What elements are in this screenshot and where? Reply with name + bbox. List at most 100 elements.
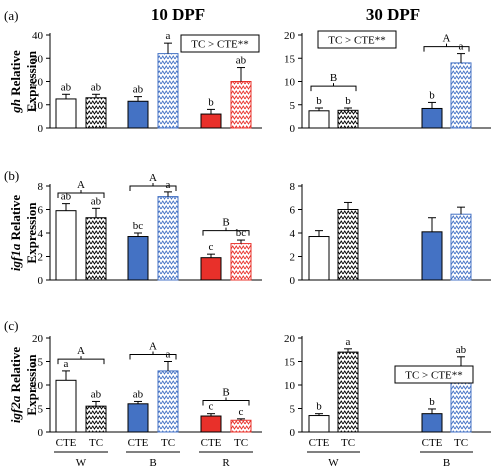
y-tick-label: 15 — [284, 53, 296, 65]
bar-B-CTE — [127, 236, 149, 281]
significance-letter: ab — [91, 81, 102, 93]
bar-B-CTE — [421, 413, 443, 433]
significance-letter: ab — [61, 81, 72, 93]
y-tick-label: 5 — [290, 404, 296, 416]
bar-W-TC — [85, 405, 107, 433]
bar-W-TC — [85, 217, 107, 281]
group-bracket — [310, 85, 357, 92]
group-bracket-label: A — [77, 345, 85, 357]
annotation-text: TC > CTE** — [191, 39, 249, 51]
bar-B-TC — [157, 196, 179, 281]
group-label: B — [443, 457, 450, 469]
bar-R-TC — [230, 419, 252, 433]
y-tick-label: 0 — [38, 123, 44, 135]
group-bracket-label: A — [149, 340, 157, 352]
y-tick-label: 8 — [290, 181, 296, 193]
x-tick-label: TC — [234, 437, 248, 449]
group-label: W — [76, 457, 87, 469]
bar-R-CTE — [200, 415, 222, 433]
significance-letter: a — [64, 358, 69, 370]
y-tick-label: 20 — [284, 30, 296, 42]
significance-letter: ab — [133, 388, 144, 400]
row-tag-a: (a) — [4, 8, 18, 23]
y-axis-label-gene: igf1a — [8, 240, 23, 271]
y-axis-label: gh Relative — [8, 50, 23, 114]
bar-W-CTE — [308, 415, 330, 433]
significance-letter: c — [209, 241, 214, 253]
group-bracket-label: A — [443, 33, 451, 45]
x-tick-label: TC — [161, 437, 175, 449]
bar-R-CTE — [200, 257, 222, 281]
y-axis-label-text: Relative — [8, 195, 23, 241]
bar-W-CTE — [55, 210, 77, 281]
bar-W-TC — [337, 109, 359, 129]
y-tick-label: 0 — [38, 275, 44, 287]
y-tick-label: 0 — [38, 427, 44, 439]
significance-letter: ab — [91, 195, 102, 207]
bar-B-TC — [157, 370, 179, 433]
significance-letter: a — [346, 336, 351, 348]
significance-letter: ab — [133, 84, 144, 96]
bar-B-CTE — [421, 107, 443, 129]
bar-B-CTE — [127, 100, 149, 129]
y-tick-label: 6 — [290, 205, 296, 217]
y-tick-label: 0 — [290, 427, 296, 439]
group-bracket-label: B — [222, 217, 229, 229]
x-tick-label: CTE — [128, 437, 149, 449]
annotation-text: TC > CTE** — [405, 370, 463, 382]
significance-letter: b — [345, 95, 351, 107]
significance-letter: a — [166, 179, 171, 191]
y-tick-label: 5 — [290, 100, 296, 112]
y-tick-label: 4 — [290, 228, 296, 240]
y-tick-label: 2 — [290, 252, 296, 264]
y-tick-label: 20 — [32, 333, 44, 345]
bar-R-TC — [230, 81, 252, 129]
significance-letter: bc — [236, 227, 247, 239]
panel-b30: 0 2 4 6 8 — [290, 181, 491, 287]
bar-W-TC — [337, 209, 359, 281]
y-tick-label: 30 — [32, 53, 44, 65]
y-axis-label-line2: Expression — [24, 202, 39, 264]
bar-B-CTE — [127, 403, 149, 433]
x-tick-label: CTE — [309, 437, 330, 449]
x-tick-label: CTE — [422, 437, 443, 449]
group-label: W — [328, 457, 339, 469]
y-tick-label: 8 — [38, 181, 44, 193]
x-tick-label: TC — [341, 437, 355, 449]
y-axis-label-text: Relative — [8, 347, 23, 393]
y-tick-label: 10 — [284, 380, 296, 392]
y-tick-label: 40 — [32, 30, 44, 42]
row-tag-b: (b) — [4, 168, 19, 183]
significance-letter: b — [316, 95, 322, 107]
group-label: B — [149, 457, 156, 469]
bar-R-TC — [230, 243, 252, 281]
bar-W-CTE — [55, 98, 77, 129]
significance-letter: ab — [236, 55, 247, 67]
y-axis-label-gene: igf2a — [8, 392, 23, 423]
row-tag-c: (c) — [4, 318, 18, 333]
significance-letter: c — [209, 401, 214, 413]
y-axis-label: igf2a Relative — [8, 347, 23, 423]
y-tick-label: 0 — [290, 123, 296, 135]
annotation-text: TC > CTE** — [328, 35, 386, 47]
bar-W-TC — [337, 351, 359, 433]
y-axis-label-gene: gh — [8, 96, 23, 114]
column-title-30dpf: 30 DPF — [366, 5, 420, 24]
group-bracket-label: A — [149, 172, 157, 184]
significance-letter: bc — [133, 220, 144, 232]
bar-W-CTE — [55, 379, 77, 433]
y-tick-label: 0 — [290, 275, 296, 287]
significance-letter: b — [316, 401, 322, 413]
significance-letter: c — [239, 406, 244, 418]
group-bracket-label: B — [222, 387, 229, 399]
significance-letter: b — [429, 396, 435, 408]
y-tick-label: 5 — [38, 404, 44, 416]
bar-B-CTE — [421, 231, 443, 281]
bar-B-TC — [157, 53, 179, 129]
x-tick-label: TC — [89, 437, 103, 449]
significance-letter: ab — [456, 344, 467, 356]
y-axis-label-line2: Expression — [24, 50, 39, 112]
